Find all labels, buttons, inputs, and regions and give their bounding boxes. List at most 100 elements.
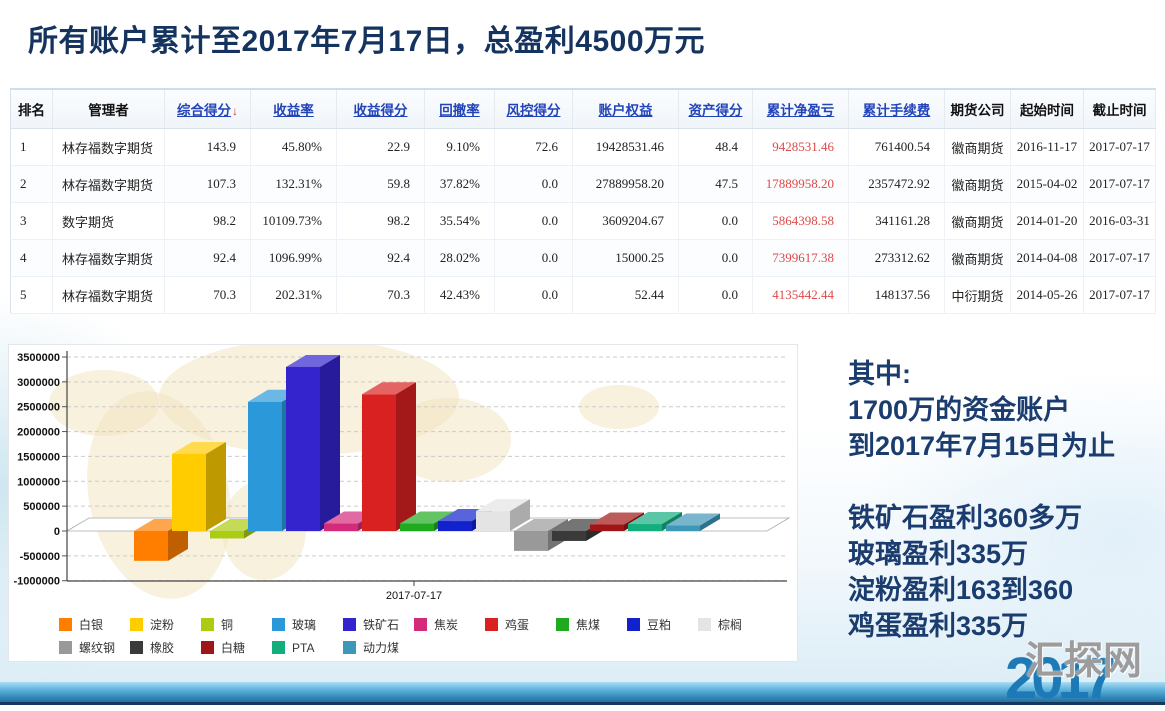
legend-item: 铜	[201, 613, 272, 636]
sort-link[interactable]: 累计手续费	[862, 103, 931, 118]
legend-swatch	[343, 641, 356, 654]
cell: 92.4	[164, 239, 251, 277]
cell: 42.43%	[424, 276, 495, 314]
column-header-2: 综合得分↓	[164, 88, 251, 129]
sort-link[interactable]: 风控得分	[506, 103, 561, 118]
legend-label: 淀粉	[150, 618, 175, 632]
y-tick-label: 1500000	[17, 451, 60, 463]
legend-swatch	[130, 618, 143, 631]
sort-link[interactable]: 累计净盈亏	[766, 103, 835, 118]
cell: 15000.25	[572, 239, 679, 277]
column-header-3: 收益率	[250, 88, 337, 129]
legend-item: 螺纹钢	[59, 636, 130, 659]
cell: 19428531.46	[572, 128, 679, 166]
cell: 2357472.92	[848, 165, 945, 203]
column-header-12: 起始时间	[1010, 88, 1084, 129]
table-row: 4 林存福数字期货 92.4 1096.99% 92.4 28.02% 0.0 15000.2…	[10, 239, 1156, 277]
legend-item: 淀粉	[130, 613, 201, 636]
cell: 59.8	[336, 165, 425, 203]
y-tick-label: -1000000	[14, 576, 61, 588]
cell: 132.31%	[250, 165, 337, 203]
watermark-year: 2017	[1005, 646, 1116, 711]
cell: 2016-11-17	[1010, 128, 1084, 166]
note-line: 到2017年7月15日为止	[848, 431, 1116, 461]
sort-link[interactable]: 账户权益	[598, 103, 653, 118]
bar-front-face	[210, 531, 244, 539]
bar-front-face	[248, 401, 282, 531]
y-tick-label: 0	[54, 526, 60, 538]
cell: 341161.28	[848, 202, 945, 240]
bar-side-face	[320, 354, 340, 531]
bar-top-face	[172, 441, 226, 454]
sort-link[interactable]: 综合得分	[177, 103, 231, 118]
cell: 9.10%	[424, 128, 495, 166]
cell: 70.3	[336, 276, 425, 314]
world-map-blob	[387, 398, 511, 482]
bar-side-face	[206, 441, 226, 531]
bar-淀粉	[172, 441, 226, 531]
y-tick-label: 1000000	[17, 476, 60, 488]
bar-front-face	[362, 394, 396, 531]
y-tick-label: 3500000	[17, 352, 60, 364]
side-note: 其中: 1700万的资金账户 到2017年7月15日为止 铁矿石盈利360多万 玻璃盈利…	[848, 356, 1165, 644]
bar-top-face	[552, 519, 606, 531]
legend-item: PTA	[272, 636, 343, 659]
column-header-10: 累计手续费	[848, 88, 945, 129]
sort-link[interactable]: 收益得分	[353, 103, 408, 118]
cell: 林存福数字期货	[52, 276, 165, 314]
legend-label: 豆粕	[647, 618, 672, 632]
sort-link[interactable]: 回撤率	[439, 103, 480, 118]
cell: 2017-07-17	[1083, 276, 1156, 314]
bar-front-face	[438, 521, 472, 531]
legend-label: PTA	[292, 640, 315, 655]
cell: 143.9	[164, 128, 251, 166]
y-tick-label: 3000000	[17, 377, 60, 389]
column-header-8: 资产得分	[678, 88, 753, 129]
sort-arrow-icon: ↓	[232, 104, 238, 118]
legend-item: 棕榈	[698, 613, 769, 636]
cell: 林存福数字期货	[52, 165, 165, 203]
legend-swatch	[272, 618, 285, 631]
cell: 98.2	[336, 202, 425, 240]
legend-label: 白糖	[221, 641, 246, 655]
cell: 72.6	[494, 128, 573, 166]
sort-link[interactable]: 收益率	[273, 103, 314, 118]
legend-swatch	[698, 618, 711, 631]
cell: 2014-05-26	[1010, 276, 1084, 314]
column-header-9: 累计净盈亏	[752, 88, 849, 129]
cell: 0.0	[494, 239, 573, 277]
legend-item: 玻璃	[272, 613, 343, 636]
world-map-blob	[49, 370, 159, 436]
bar-front-face	[514, 531, 548, 551]
cell: 徽商期货	[944, 202, 1011, 240]
cell: 徽商期货	[944, 239, 1011, 277]
cell: 0.0	[494, 202, 573, 240]
cell: 2016-03-31	[1083, 202, 1156, 240]
legend-swatch	[414, 618, 427, 631]
cell: 4135442.44	[752, 276, 849, 314]
legend-swatch	[627, 618, 640, 631]
cell: 4	[10, 239, 53, 277]
legend-item: 焦煤	[556, 613, 627, 636]
bar-side-face	[510, 499, 530, 531]
cell: 35.54%	[424, 202, 495, 240]
legend-item: 白银	[59, 613, 130, 636]
bar-铁矿石	[286, 354, 340, 531]
bar-front-face	[666, 525, 700, 531]
cell: 2014-01-20	[1010, 202, 1084, 240]
legend-label: 铁矿石	[363, 618, 400, 632]
cell: 3	[10, 202, 53, 240]
chart-card: -1000000 -500000 0 500000 1000000 1500000 2000…	[8, 344, 798, 662]
legend-swatch	[556, 618, 569, 631]
cell: 徽商期货	[944, 128, 1011, 166]
sort-link[interactable]: 资产得分	[688, 103, 743, 118]
cell: 7399617.38	[752, 239, 849, 277]
bar-鸡蛋	[362, 382, 416, 531]
cell: 273312.62	[848, 239, 945, 277]
column-header-0: 排名	[10, 88, 53, 129]
bar-动力煤	[666, 513, 720, 531]
bar-front-face	[552, 531, 586, 541]
legend-item: 焦炭	[414, 613, 485, 636]
column-header-6: 风控得分	[494, 88, 573, 129]
bar-front-face	[590, 524, 624, 531]
